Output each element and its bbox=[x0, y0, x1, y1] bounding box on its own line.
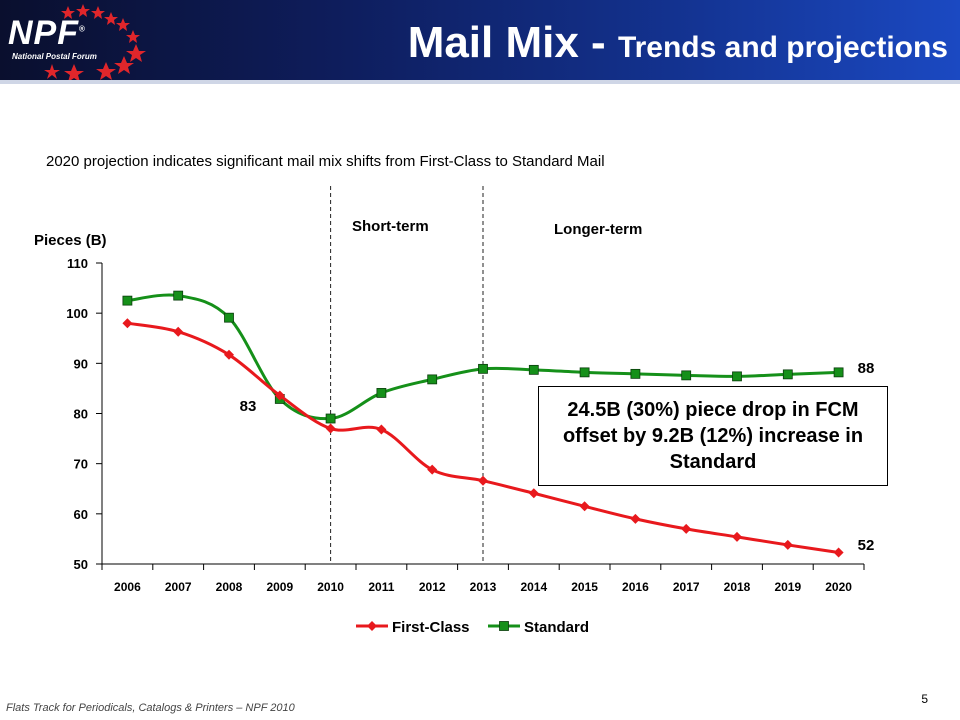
callout-box: 24.5B (30%) piece drop in FCM offset by … bbox=[538, 386, 888, 486]
data-point-square bbox=[732, 371, 742, 382]
legend-label: Standard bbox=[524, 619, 589, 636]
logo-subtitle: National Postal Forum bbox=[12, 52, 97, 61]
x-tick-label: 2018 bbox=[724, 580, 751, 594]
phase-label: Longer-term bbox=[554, 221, 642, 238]
data-label: 52 bbox=[858, 537, 875, 554]
data-point-diamond bbox=[325, 423, 336, 434]
y-tick-label: 110 bbox=[67, 256, 88, 271]
data-point-diamond bbox=[681, 523, 692, 534]
y-tick-label: 60 bbox=[74, 507, 88, 522]
legend-marker bbox=[367, 621, 377, 631]
mail-mix-line-chart: Short-term Longer-term 50 60 70 80 90 100 110 20… bbox=[34, 186, 875, 636]
page-title: Mail Mix - Trends and projections bbox=[408, 18, 948, 68]
y-axis-title: Pieces (B) bbox=[34, 232, 107, 249]
title-main: Mail Mix - bbox=[407, 18, 618, 67]
star-icon bbox=[61, 6, 75, 19]
header-divider bbox=[0, 80, 960, 84]
registered-mark: ® bbox=[79, 24, 86, 34]
npf-logo bbox=[44, 4, 146, 80]
x-tick-label: 2012 bbox=[419, 580, 446, 594]
y-tick-label: 70 bbox=[74, 457, 88, 472]
data-point-diamond bbox=[478, 475, 488, 486]
x-tick-label: 2007 bbox=[165, 580, 192, 594]
data-point-square bbox=[224, 312, 234, 323]
data-point-square bbox=[376, 388, 387, 398]
data-point-diamond bbox=[173, 326, 184, 337]
x-tick-label: 2015 bbox=[571, 580, 598, 594]
x-tick-label: 2008 bbox=[216, 580, 243, 594]
data-point-square bbox=[478, 363, 488, 374]
data-point-square bbox=[579, 367, 590, 378]
star-icon bbox=[126, 44, 146, 62]
star-icon bbox=[91, 6, 105, 19]
data-point-square bbox=[833, 367, 844, 378]
data-point-square bbox=[782, 369, 793, 380]
chart-axes: 50 60 70 80 90 100 110 2006 2007 2008 2009 2010 2011… bbox=[34, 232, 865, 594]
x-tick-label: 2010 bbox=[317, 580, 344, 594]
x-tick-label: 2013 bbox=[470, 580, 497, 594]
page-number: 5 bbox=[921, 692, 928, 706]
legend-item: First-Class bbox=[356, 619, 470, 636]
phase-label: Short-term bbox=[352, 218, 429, 235]
chart-labels: 83 88 52 bbox=[240, 360, 875, 554]
slide-subtitle: 2020 projection indicates significant ma… bbox=[46, 153, 605, 170]
x-tick-label: 2014 bbox=[520, 580, 547, 594]
series-first-class bbox=[122, 318, 844, 558]
data-point-diamond bbox=[427, 464, 438, 475]
star-icon bbox=[44, 64, 60, 79]
title-banner: NPF® National Postal Forum Mail Mix - Tr… bbox=[0, 0, 960, 80]
data-label: 88 bbox=[858, 360, 875, 377]
data-point-diamond bbox=[630, 513, 641, 524]
data-point-square bbox=[173, 290, 184, 301]
series-standard bbox=[122, 290, 844, 424]
data-point-square bbox=[427, 374, 438, 385]
data-point-diamond bbox=[833, 547, 844, 558]
star-icon bbox=[104, 12, 118, 25]
logo-wordmark: NPF® bbox=[8, 14, 86, 52]
y-tick-label: 50 bbox=[74, 557, 88, 572]
chart-legend: First-Class Standard bbox=[356, 619, 589, 636]
star-icon bbox=[64, 64, 84, 80]
y-tick-label: 100 bbox=[66, 306, 88, 321]
y-tick-label: 90 bbox=[74, 356, 88, 371]
data-point-diamond bbox=[122, 318, 133, 329]
data-point-square bbox=[681, 370, 692, 381]
star-icon bbox=[126, 30, 140, 43]
star-icon bbox=[76, 4, 90, 17]
data-point-diamond bbox=[274, 390, 285, 401]
phase-dividers: Short-term Longer-term bbox=[330, 186, 642, 564]
legend-item: Standard bbox=[488, 619, 589, 636]
data-point-diamond bbox=[528, 488, 539, 499]
star-icon bbox=[116, 18, 130, 31]
chart-series bbox=[122, 290, 844, 558]
x-tick-label: 2019 bbox=[774, 580, 801, 594]
x-tick-label: 2020 bbox=[825, 580, 852, 594]
data-point-diamond bbox=[376, 424, 387, 435]
x-tick-label: 2011 bbox=[368, 580, 394, 594]
star-icon bbox=[114, 56, 134, 74]
legend-label: First-Class bbox=[392, 619, 470, 636]
data-point-square bbox=[630, 368, 641, 379]
x-tick-label: 2016 bbox=[622, 580, 649, 594]
data-point-square bbox=[122, 295, 133, 306]
star-icon bbox=[96, 62, 116, 80]
data-point-square bbox=[528, 364, 539, 375]
data-point-square bbox=[325, 413, 336, 424]
x-tick-label: 2009 bbox=[266, 580, 293, 594]
data-point-diamond bbox=[732, 531, 742, 542]
data-point-diamond bbox=[782, 539, 793, 550]
data-label: 83 bbox=[240, 398, 257, 415]
title-sub: Trends and projections bbox=[617, 31, 948, 64]
data-point-diamond bbox=[579, 501, 590, 512]
stars-arc bbox=[44, 4, 146, 80]
x-tick-label: 2006 bbox=[114, 580, 141, 594]
footer-text: Flats Track for Periodicals, Catalogs & … bbox=[6, 702, 295, 714]
y-tick-label: 80 bbox=[74, 407, 88, 422]
legend-marker bbox=[499, 621, 509, 631]
data-point-diamond bbox=[224, 349, 234, 360]
x-tick-label: 2017 bbox=[673, 580, 700, 594]
